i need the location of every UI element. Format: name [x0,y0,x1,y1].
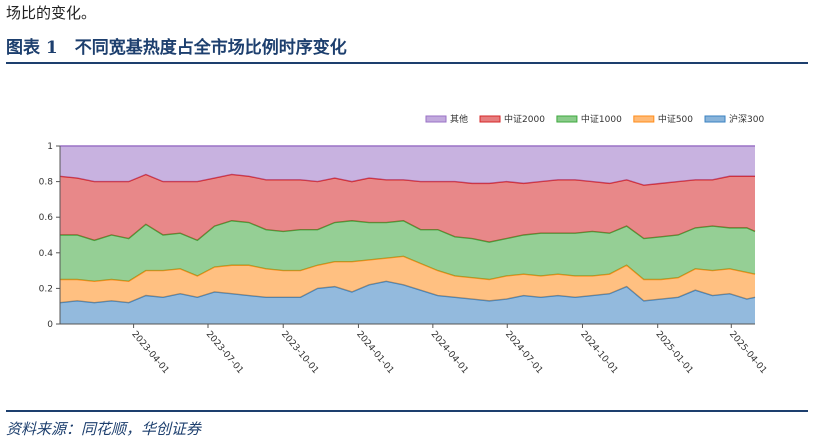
y-tick-label: 1 [47,142,53,152]
area-3 [60,220,755,282]
area-5 [60,146,755,186]
area-4 [60,174,755,243]
area-layers [59,145,756,324]
x-tick-label: 2023-07-01 [204,330,245,377]
legend-label: 中证1000 [581,113,622,125]
legend-swatch [479,115,501,123]
footer-divider [6,410,808,412]
area-1 [60,281,755,324]
x-tick-label: 2024-04-01 [429,330,470,377]
legend-label: 其他 [450,113,468,125]
legend-swatch [704,115,726,123]
x-tick-label: 2023-04-01 [129,330,170,377]
legend-label: 中证2000 [504,113,545,125]
area-2 [60,256,755,303]
legend-swatch [556,115,578,123]
intro-text: 场比的变化。 [6,4,97,22]
x-tick-label: 2024-01-01 [354,330,395,377]
source-note: 资料来源：同花顺，华创证券 [6,420,202,438]
x-tick-label: 2025-04-01 [727,330,768,377]
y-tick-label: 0.6 [39,213,54,223]
figure-title: 图表 1 不同宽基热度占全市场比例时序变化 [6,38,347,58]
x-tick-label: 2024-10-01 [578,330,619,377]
legend: 其他 中证2000 中证1000 中证500 沪深300 [425,113,764,125]
series-line-1 [59,280,756,304]
legend-swatch [633,115,655,123]
x-tick-label: 2023-10-01 [279,330,320,377]
legend-label: 中证500 [658,113,693,125]
x-tick-label: 2024-07-01 [503,330,544,377]
legend-label: 沪深300 [729,113,764,125]
y-tick-label: 0.4 [39,249,54,259]
title-divider [6,62,808,64]
y-tick-label: 0.2 [39,284,53,294]
y-tick-label: 0 [47,320,53,330]
x-tick-label: 2025-01-01 [653,330,694,377]
y-tick-label: 0.8 [39,178,54,188]
legend-swatch [425,115,447,123]
